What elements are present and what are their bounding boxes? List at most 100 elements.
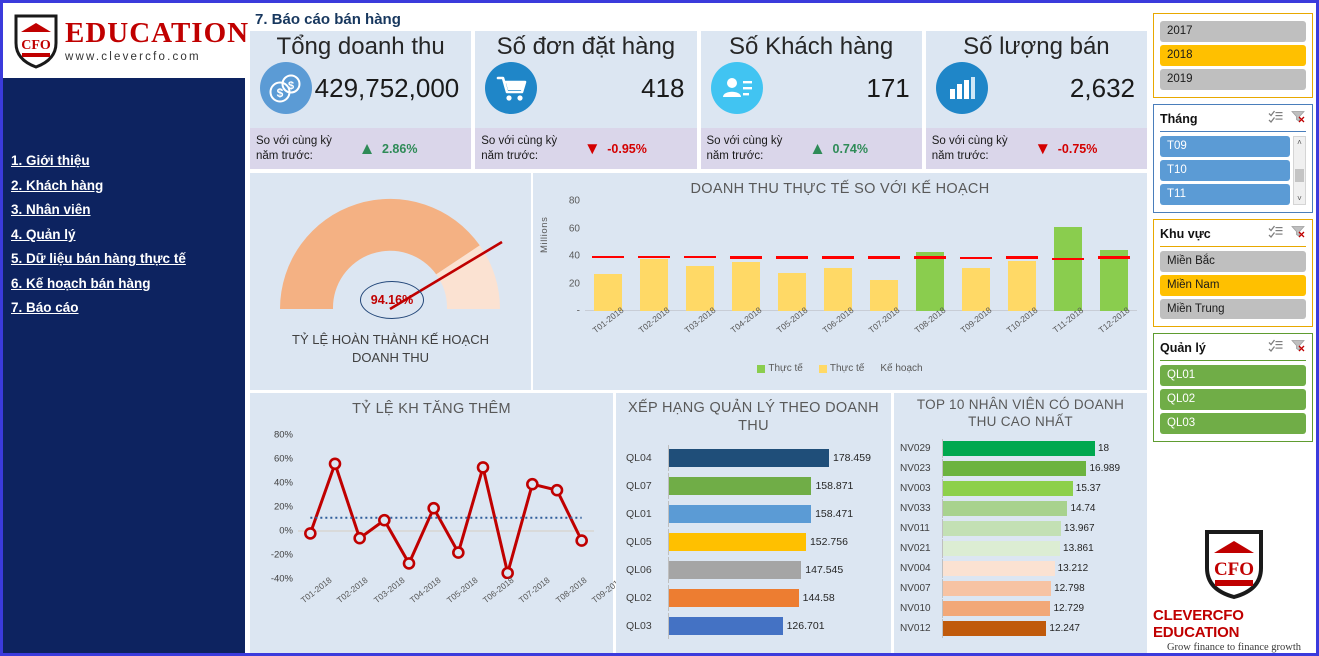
customer-icon — [710, 62, 763, 114]
x-axis-line — [585, 310, 1137, 311]
value-bar — [669, 617, 783, 635]
slicer-item-t10[interactable]: T10 — [1160, 159, 1290, 181]
value-label: 14.74 — [1070, 503, 1096, 514]
plan-marker — [959, 256, 993, 260]
table-row[interactable]: QL02 144.58 — [626, 585, 884, 611]
value-bar — [943, 501, 1068, 516]
slicer-item-ql01[interactable]: QL01 — [1160, 365, 1306, 387]
table-row[interactable]: NV012 12.247 — [900, 619, 1143, 638]
slicer-item-2018[interactable]: 2018 — [1160, 44, 1306, 66]
table-row[interactable]: NV033 14.74 — [900, 499, 1143, 518]
slicer-item-2019[interactable]: 2019 — [1160, 68, 1306, 90]
bar-track: 12.247 — [942, 619, 1143, 638]
bar-track: 15.37 — [942, 479, 1143, 498]
table-row[interactable]: NV004 13.212 — [900, 559, 1143, 578]
revenue-column[interactable] — [861, 201, 907, 311]
left-sidebar: CFO EDUCATION www.clevercfo.com 1. Giới … — [3, 3, 248, 653]
bar-track: 16.989 — [942, 459, 1143, 478]
kpi-compare-line2: năm trước: — [256, 149, 313, 162]
table-row[interactable]: QL05 152.756 — [626, 529, 884, 555]
scrollbar-thumb[interactable] — [1295, 168, 1304, 182]
legend-item[interactable]: Thực tế — [757, 363, 803, 374]
revenue-column[interactable] — [815, 201, 861, 311]
top10-employees-panel: TOP 10 NHÂN VIÊN CÓ DOANH THU CAO NHẤT N… — [894, 393, 1147, 653]
scroll-up-icon[interactable]: ˄ — [1297, 137, 1302, 147]
clear-filter-icon[interactable] — [1291, 225, 1306, 243]
kpi-title: Tổng doanh thu — [276, 33, 445, 60]
revenue-column[interactable] — [907, 201, 953, 311]
table-row[interactable]: NV010 12.729 — [900, 599, 1143, 618]
multi-select-icon[interactable] — [1268, 110, 1283, 128]
sidebar-item-nhan-vien[interactable]: 3. Nhân viên — [11, 202, 91, 218]
table-row[interactable]: QL01 158.471 — [626, 501, 884, 527]
slicer-item-mien-bac[interactable]: Miền Bắc — [1160, 250, 1306, 272]
table-row[interactable]: NV011 13.967 — [900, 519, 1143, 538]
slicer-title: Khu vực — [1160, 226, 1211, 241]
sidebar-item-bao-cao[interactable]: 7. Báo cáo — [11, 300, 79, 316]
gauge-caption-line1: TỶ LỆ HOÀN THÀNH KẾ HOẠCH — [292, 332, 489, 347]
revenue-column[interactable] — [585, 201, 631, 311]
top10-employee-rows: NV029 18 NV023 16.989 NV003 15.37 NV033 14.74 NV… — [900, 439, 1143, 639]
multi-select-icon[interactable] — [1268, 225, 1283, 243]
value-bar — [943, 481, 1073, 496]
table-row[interactable]: NV029 18 — [900, 439, 1143, 458]
revenue-column[interactable] — [999, 201, 1045, 311]
revenue-column[interactable] — [1045, 201, 1091, 311]
slicer-item-ql03[interactable]: QL03 — [1160, 413, 1306, 435]
table-row[interactable]: NV021 13.861 — [900, 539, 1143, 558]
actual-bar — [824, 267, 852, 311]
row-category-label: QL06 — [626, 564, 652, 576]
revenue-column[interactable] — [677, 201, 723, 311]
customer-growth-panel: TỶ LỆ KH TĂNG THÊM 80% 60% 40% 20% 0% -20% -40… — [250, 393, 733, 653]
sidebar-item-khach-hang[interactable]: 2. Khách hàng — [11, 177, 104, 193]
sidebar-item-du-lieu[interactable]: 5. Dữ liệu bán hàng thực tế — [11, 251, 186, 267]
table-row[interactable]: NV007 12.798 — [900, 579, 1143, 598]
value-label: 144.58 — [802, 592, 835, 604]
table-row[interactable]: NV003 15.37 — [900, 479, 1143, 498]
table-row[interactable]: QL03 126.701 — [626, 613, 884, 639]
row-category-label: QL04 — [626, 452, 652, 464]
revenue-column[interactable] — [1091, 201, 1137, 311]
x-tick-label: T01-2018 — [298, 574, 334, 606]
slicer-item-mien-nam[interactable]: Miền Nam — [1160, 274, 1306, 296]
y-tick-label: - — [576, 305, 580, 317]
slicer-item-mien-trung[interactable]: Miền Trung — [1160, 298, 1306, 320]
y-tick-label: 20 — [568, 278, 580, 289]
legend-label: Kế hoạch — [880, 363, 923, 374]
table-row[interactable]: QL07 158.871 — [626, 473, 884, 499]
revenue-column[interactable] — [723, 201, 769, 311]
clear-filter-icon[interactable] — [1291, 110, 1306, 128]
kpi-compare-line1: So với cùng kỳ — [931, 135, 1008, 148]
kpi-compare-line2: năm trước: — [481, 149, 539, 162]
kpi-delta: -0.95% — [607, 141, 647, 156]
revenue-plot-area: - 20 40 60 80 — [569, 196, 1137, 317]
row-category-label: QL05 — [626, 536, 652, 548]
multi-select-icon[interactable] — [1268, 339, 1283, 357]
scroll-down-icon[interactable]: ˅ — [1297, 193, 1302, 203]
revenue-column[interactable] — [631, 201, 677, 311]
clear-filter-icon[interactable] — [1291, 339, 1306, 357]
slicer-item-t11[interactable]: T11 — [1160, 183, 1290, 205]
table-row[interactable]: QL04 178.459 — [626, 445, 884, 471]
revenue-column[interactable] — [953, 201, 999, 311]
slicer-khu-vuc: Khu vực — [1153, 218, 1313, 328]
slicer-item-ql02[interactable]: QL02 — [1160, 389, 1306, 411]
sidebar-item-quan-ly[interactable]: 4. Quản lý — [11, 226, 76, 242]
slicer-item-t09[interactable]: T09 — [1160, 135, 1290, 157]
legend-item[interactable]: Kế hoạch — [880, 363, 922, 374]
row-category-label: NV004 — [900, 563, 931, 574]
bar-track: 152.756 — [668, 529, 884, 555]
value-label: 12.798 — [1054, 583, 1085, 594]
table-row[interactable]: QL06 147.545 — [626, 557, 884, 583]
gauge-chart — [279, 198, 503, 311]
slicer-item-2017[interactable]: 2017 — [1160, 21, 1306, 42]
revenue-column[interactable] — [769, 201, 815, 311]
legend-item[interactable]: Thực tế — [818, 363, 864, 374]
sidebar-item-ke-hoach[interactable]: 6. Kế hoạch bán hàng — [11, 275, 151, 291]
sidebar-item-gioi-thieu[interactable]: 1. Giới thiệu — [11, 153, 90, 168]
value-label: 18 — [1098, 443, 1110, 454]
table-row[interactable]: NV023 16.989 — [900, 459, 1143, 478]
brand-url: www.clevercfo.com — [65, 50, 201, 63]
slicer-scrollbar[interactable]: ˄ ˅ — [1293, 135, 1306, 205]
row-category-label: NV007 — [900, 583, 931, 594]
